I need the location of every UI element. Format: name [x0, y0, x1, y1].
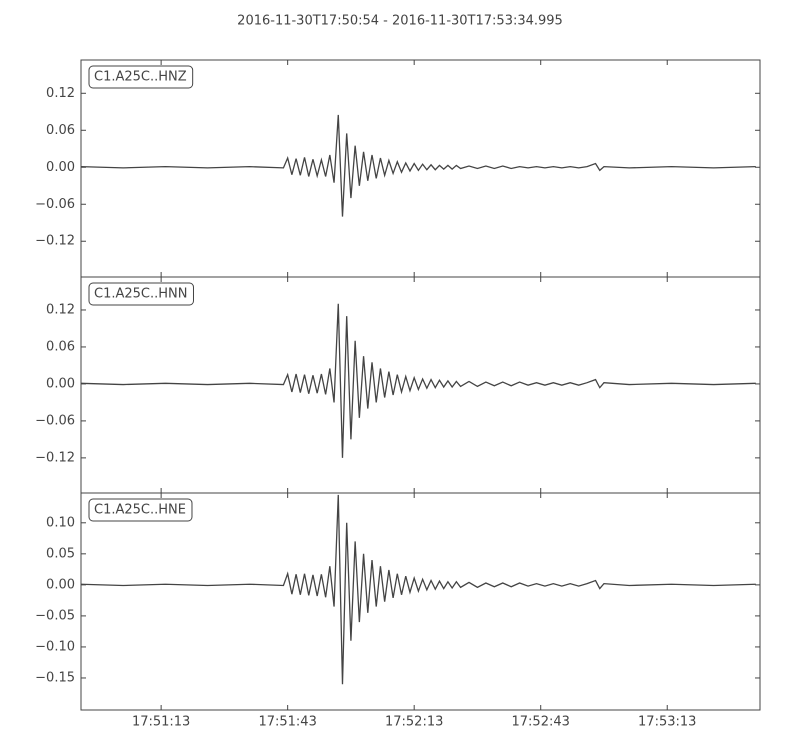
y-tick-label: 0.00 — [46, 160, 75, 175]
panel: −0.15 −0.10 −0.05 0.00 0.05 0.10 17:51:13 17:51… — [35, 492, 761, 730]
plot-frame — [80, 492, 761, 711]
waveform — [80, 114, 756, 217]
waveform — [80, 303, 756, 458]
legend-box — [88, 498, 193, 522]
x-tick-label: 17:52:13 — [385, 715, 443, 730]
y-tick-label: −0.06 — [35, 413, 75, 428]
y-tick-label: 0.12 — [46, 302, 75, 317]
y-tick-label: 0.00 — [46, 577, 75, 592]
legend-label: C1.A25C..HNN — [94, 287, 187, 302]
y-tick-label: 0.06 — [46, 123, 75, 138]
y-tick-label: 0.05 — [46, 546, 75, 561]
legend-label: C1.A25C..HNZ — [94, 70, 187, 85]
y-tick-label: 0.00 — [46, 376, 75, 391]
y-tick-label: −0.06 — [35, 197, 75, 212]
y-tick-label: 0.06 — [46, 339, 75, 354]
x-tick-label: 17:51:43 — [258, 715, 316, 730]
x-tick-label: 17:51:13 — [132, 715, 190, 730]
panel: −0.12 −0.06 0.00 0.06 0.12 C1.A25C..HNZ — [35, 59, 761, 278]
legend-box — [88, 65, 194, 89]
y-tick-label: −0.05 — [35, 608, 75, 623]
waveform — [80, 494, 756, 685]
legend-box — [88, 282, 194, 306]
chart-title: 2016-11-30T17:50:54 - 2016-11-30T17:53:3… — [237, 14, 563, 29]
x-tick-label: 17:52:43 — [512, 715, 570, 730]
y-tick-label: −0.12 — [35, 234, 75, 249]
y-tick-label: −0.15 — [35, 670, 75, 685]
legend-label: C1.A25C..HNE — [94, 503, 186, 518]
plot-frame — [80, 59, 761, 278]
panel: −0.12 −0.06 0.00 0.06 0.12 C1.A25C..HNN — [35, 276, 761, 494]
y-tick-label: −0.12 — [35, 450, 75, 465]
y-tick-label: 0.12 — [46, 86, 75, 101]
x-tick-label: 17:53:13 — [638, 715, 696, 730]
y-tick-label: 0.10 — [46, 515, 75, 530]
y-tick-label: −0.10 — [35, 639, 75, 654]
